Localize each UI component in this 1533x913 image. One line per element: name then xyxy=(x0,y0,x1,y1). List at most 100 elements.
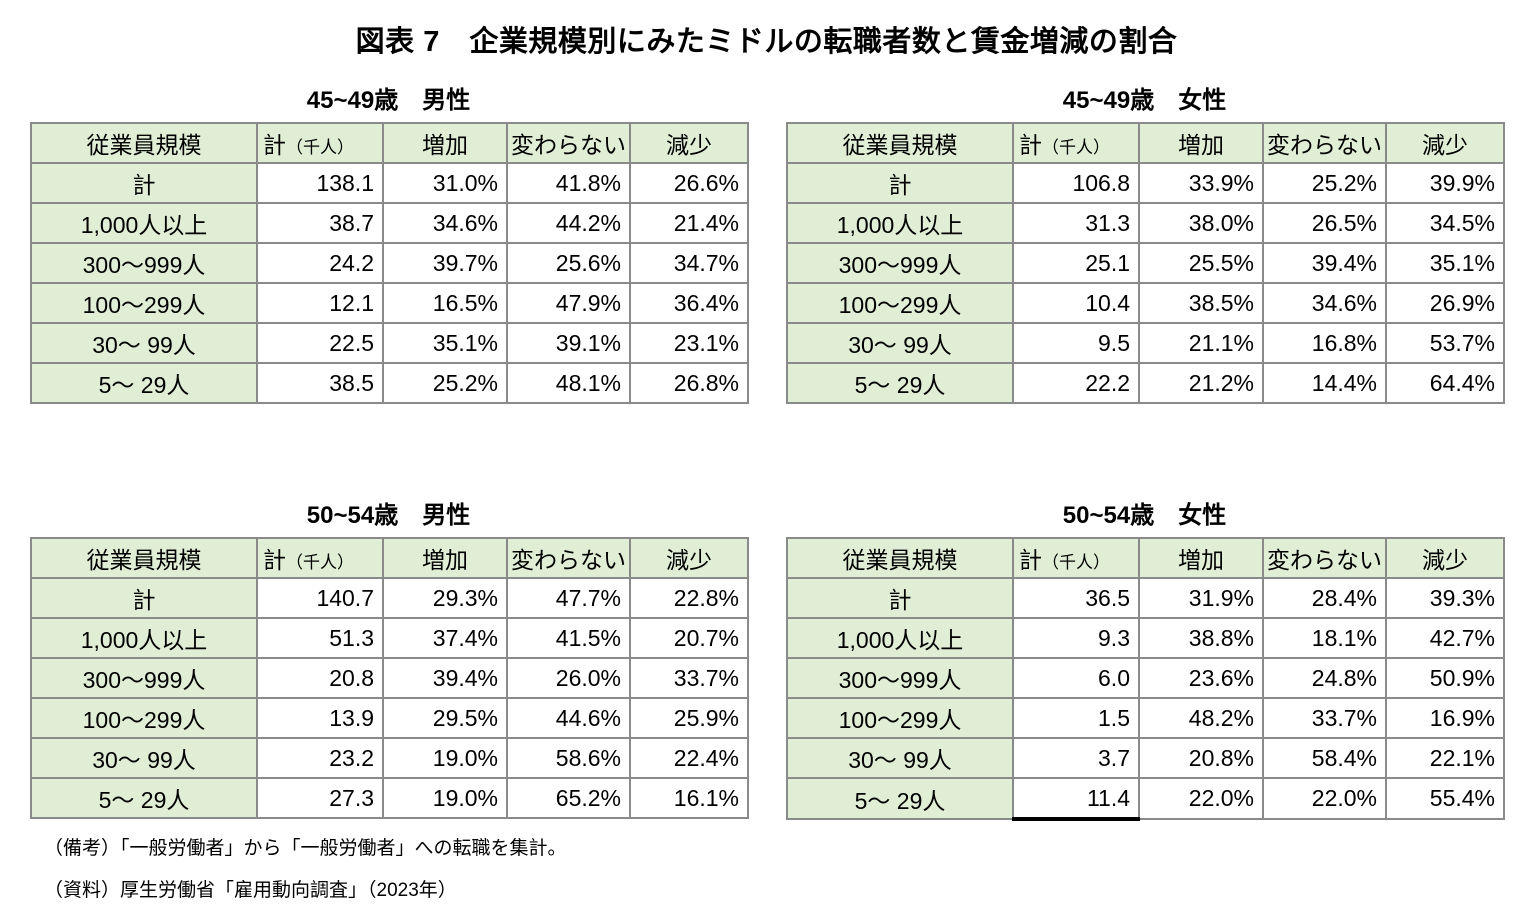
col-header-total-unit: （千人） xyxy=(286,553,354,572)
row-label: 計 xyxy=(30,162,258,204)
cell-total: 106.8 xyxy=(1012,162,1140,204)
cell-decrease: 16.9% xyxy=(1385,697,1505,739)
cell-unchanged: 47.9% xyxy=(506,282,631,324)
table-row: 計 36.5 31.9% 28.4% 39.3% xyxy=(786,577,1505,619)
cell-unchanged: 16.8% xyxy=(1262,322,1387,364)
cell-total: 9.5 xyxy=(1012,322,1140,364)
cell-increase: 19.0% xyxy=(382,737,508,779)
col-header-unchanged: 変わらない xyxy=(1262,537,1387,579)
cell-total: 13.9 xyxy=(256,697,384,739)
row-label: 100〜299人 xyxy=(786,697,1014,739)
cell-increase: 23.6% xyxy=(1138,657,1264,699)
cell-increase: 25.2% xyxy=(382,362,508,404)
cell-decrease: 34.7% xyxy=(629,242,749,284)
cell-unchanged: 39.4% xyxy=(1262,242,1387,284)
col-header-size: 従業員規模 xyxy=(786,122,1014,164)
cell-increase: 31.9% xyxy=(1138,577,1264,619)
col-header-size: 従業員規模 xyxy=(786,537,1014,579)
table-row: 5〜 29人 11.4 22.0% 22.0% 55.4% xyxy=(786,777,1505,821)
cell-increase: 37.4% xyxy=(382,617,508,659)
cell-unchanged: 65.2% xyxy=(506,777,631,819)
col-header-total-unit: （千人） xyxy=(1042,138,1110,157)
col-header-total-unit: （千人） xyxy=(286,138,354,157)
cell-total: 23.2 xyxy=(256,737,384,779)
cell-unchanged: 18.1% xyxy=(1262,617,1387,659)
cell-decrease: 33.7% xyxy=(629,657,749,699)
cell-total: 22.2 xyxy=(1012,362,1140,404)
cell-decrease: 20.7% xyxy=(629,617,749,659)
cell-increase: 20.8% xyxy=(1138,737,1264,779)
table-row: 5〜 29人 27.3 19.0% 65.2% 16.1% xyxy=(30,777,749,819)
cell-decrease: 25.9% xyxy=(629,697,749,739)
row-label: 5〜 29人 xyxy=(786,777,1014,820)
table-row: 100〜299人 13.9 29.5% 44.6% 25.9% xyxy=(30,697,749,739)
cell-total: 140.7 xyxy=(256,577,384,619)
col-header-increase: 増加 xyxy=(382,537,508,579)
header-row: 従業員規模 計（千人） 増加 変わらない 減少 xyxy=(30,122,749,164)
row-label: 5〜 29人 xyxy=(30,777,258,819)
col-header-increase: 増加 xyxy=(382,122,508,164)
cell-increase: 39.7% xyxy=(382,242,508,284)
cell-unchanged: 41.5% xyxy=(506,617,631,659)
row-label: 1,000人以上 xyxy=(30,202,258,244)
table-row: 1,000人以上 38.7 34.6% 44.2% 21.4% xyxy=(30,202,749,244)
figure-title: 図表 7 企業規模別にみたミドルの転職者数と賃金増減の割合 xyxy=(355,26,1178,58)
cell-unchanged: 39.1% xyxy=(506,322,631,364)
table-row: 計 140.7 29.3% 47.7% 22.8% xyxy=(30,577,749,619)
col-header-increase: 増加 xyxy=(1138,537,1264,579)
cell-decrease: 35.1% xyxy=(1385,242,1505,284)
cell-decrease: 21.4% xyxy=(629,202,749,244)
table-row: 100〜299人 10.4 38.5% 34.6% 26.9% xyxy=(786,282,1505,324)
col-header-decrease: 減少 xyxy=(629,122,749,164)
cell-total: 36.5 xyxy=(1012,577,1140,619)
cell-total: 11.4 xyxy=(1012,777,1140,821)
data-table: 従業員規模 計（千人） 増加 変わらない 減少 計 36.5 31.9% 28.4% 3… xyxy=(786,537,1505,821)
cell-unchanged: 25.6% xyxy=(506,242,631,284)
cell-decrease: 16.1% xyxy=(629,777,749,819)
col-header-decrease: 減少 xyxy=(1385,537,1505,579)
cell-unchanged: 22.0% xyxy=(1262,777,1387,820)
cell-decrease: 36.4% xyxy=(629,282,749,324)
table-row: 計 138.1 31.0% 41.8% 26.6% xyxy=(30,162,749,204)
row-label: 30〜 99人 xyxy=(30,737,258,779)
table-block-45-49-female: 45~49歳 女性 従業員規模 計（千人） 増加 変わらない 減少 計 106.8… xyxy=(786,84,1505,404)
cell-decrease: 39.9% xyxy=(1385,162,1505,204)
cell-decrease: 26.9% xyxy=(1385,282,1505,324)
col-header-total-main: 計 xyxy=(1019,547,1042,573)
cell-increase: 29.5% xyxy=(382,697,508,739)
table-row: 100〜299人 12.1 16.5% 47.9% 36.4% xyxy=(30,282,749,324)
cell-unchanged: 58.6% xyxy=(506,737,631,779)
cell-decrease: 53.7% xyxy=(1385,322,1505,364)
table-row: 300〜999人 20.8 39.4% 26.0% 33.7% xyxy=(30,657,749,699)
cell-unchanged: 26.5% xyxy=(1262,202,1387,244)
cell-total: 38.5 xyxy=(256,362,384,404)
col-header-size: 従業員規模 xyxy=(30,122,258,164)
col-header-decrease: 減少 xyxy=(1385,122,1505,164)
table-row: 30〜 99人 3.7 20.8% 58.4% 22.1% xyxy=(786,737,1505,779)
table-row: 300〜999人 24.2 39.7% 25.6% 34.7% xyxy=(30,242,749,284)
cell-unchanged: 41.8% xyxy=(506,162,631,204)
cell-total: 9.3 xyxy=(1012,617,1140,659)
cell-decrease: 22.1% xyxy=(1385,737,1505,779)
row-label: 5〜 29人 xyxy=(786,362,1014,404)
cell-increase: 31.0% xyxy=(382,162,508,204)
data-table: 従業員規模 計（千人） 増加 変わらない 減少 計 138.1 31.0% 41.8%… xyxy=(30,122,749,404)
row-label: 300〜999人 xyxy=(30,657,258,699)
row-label: 計 xyxy=(786,577,1014,619)
cell-unchanged: 58.4% xyxy=(1262,737,1387,779)
cell-increase: 35.1% xyxy=(382,322,508,364)
table-row: 1,000人以上 9.3 38.8% 18.1% 42.7% xyxy=(786,617,1505,659)
cell-increase: 38.5% xyxy=(1138,282,1264,324)
cell-total: 1.5 xyxy=(1012,697,1140,739)
footnote-source: （資料）厚生労働省「雇用動向調査」（2023年） xyxy=(44,880,457,901)
cell-increase: 16.5% xyxy=(382,282,508,324)
cell-increase: 21.1% xyxy=(1138,322,1264,364)
col-header-total: 計（千人） xyxy=(256,537,384,579)
row-label: 計 xyxy=(786,162,1014,204)
cell-unchanged: 44.2% xyxy=(506,202,631,244)
row-label: 1,000人以上 xyxy=(786,617,1014,659)
cell-total: 10.4 xyxy=(1012,282,1140,324)
cell-unchanged: 34.6% xyxy=(1262,282,1387,324)
cell-total: 20.8 xyxy=(256,657,384,699)
cell-total: 31.3 xyxy=(1012,202,1140,244)
